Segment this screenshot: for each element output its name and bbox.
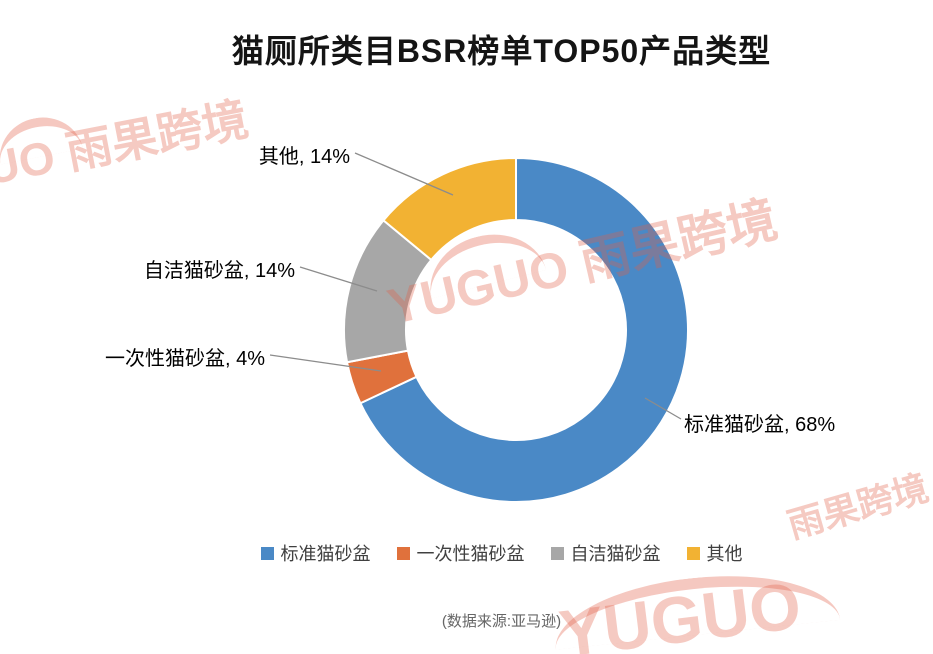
legend-swatch-disposable-icon — [396, 546, 410, 560]
legend: 标准猫砂盆 一次性猫砂盆 自洁猫砂盆 其他 — [70, 540, 933, 566]
donut-segment-3 — [382, 157, 517, 261]
leader-line — [354, 152, 454, 196]
legend-label-other: 其他 — [706, 544, 743, 564]
callout-standard: 标准猫砂盆, 68% — [684, 414, 836, 436]
data-source-note: (数据来源:亚马逊) — [441, 613, 562, 630]
legend-label-standard: 标准猫砂盆 — [280, 544, 371, 564]
donut-segment-0 — [359, 157, 689, 503]
callout-other: 其他, 14% — [258, 146, 350, 168]
legend-label-self-cleaning: 自洁猫砂盆 — [570, 544, 661, 564]
legend-item-self-cleaning: 自洁猫砂盆 — [550, 540, 661, 566]
leader-line — [269, 354, 382, 372]
leader-line — [299, 266, 378, 292]
chart-title: 猫厕所类目BSR榜单TOP50产品类型 — [231, 33, 772, 69]
legend-label-disposable: 一次性猫砂盆 — [416, 544, 525, 564]
legend-item-standard: 标准猫砂盆 — [260, 540, 371, 566]
legend-item-other: 其他 — [686, 540, 743, 566]
legend-swatch-self-cleaning-icon — [550, 546, 564, 560]
leader-line — [644, 397, 682, 420]
callout-disposable: 一次性猫砂盆, 4% — [104, 348, 265, 370]
legend-swatch-other-icon — [686, 546, 700, 560]
callout-self-cleaning: 自洁猫砂盆, 14% — [143, 260, 295, 282]
legend-swatch-standard-icon — [260, 546, 274, 560]
legend-item-disposable: 一次性猫砂盆 — [396, 540, 525, 566]
